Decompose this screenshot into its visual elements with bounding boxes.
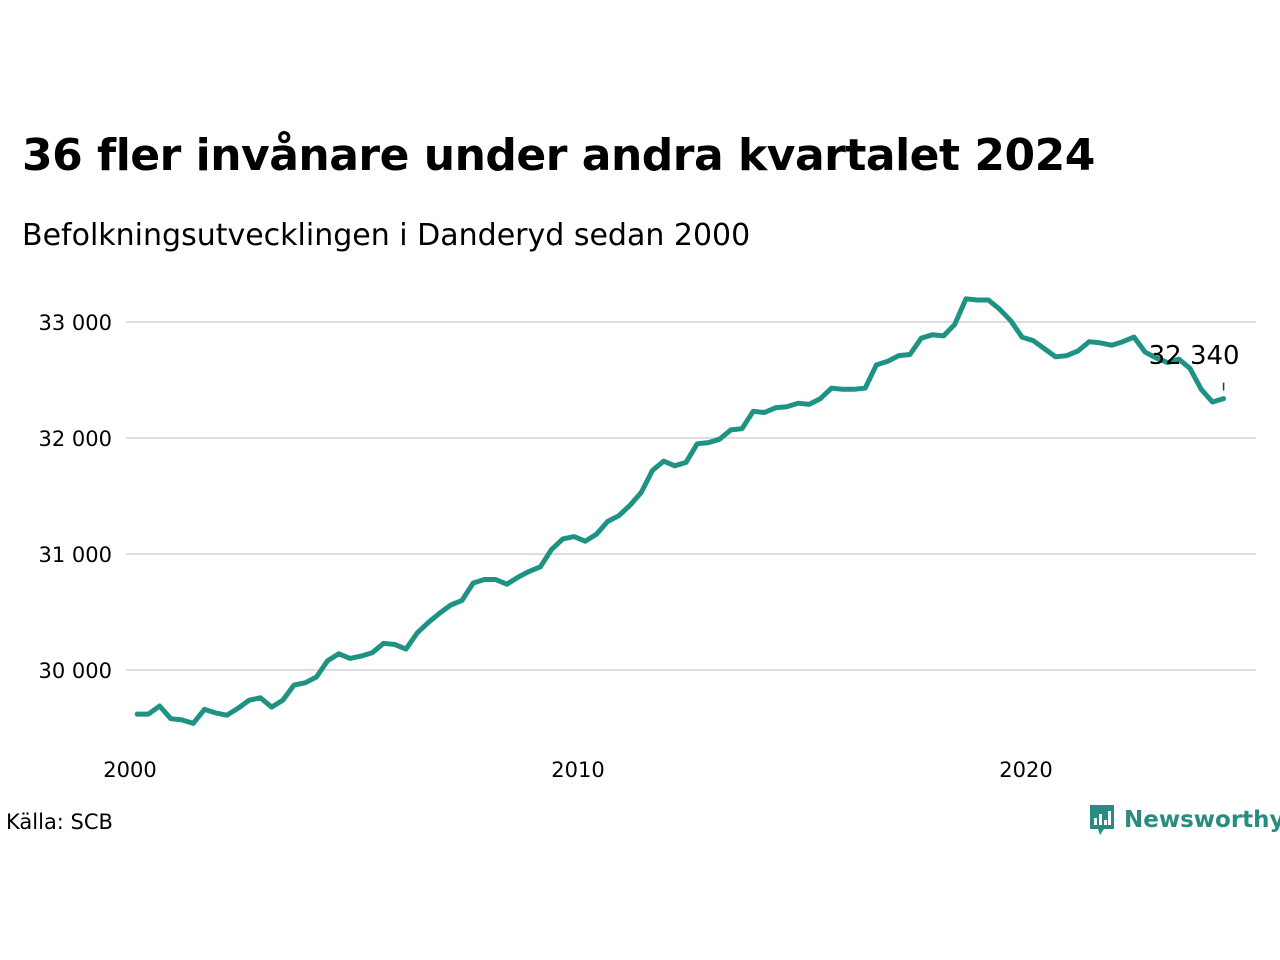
chart-title: 36 fler invånare under andra kvartalet 2… [22, 130, 1095, 181]
y-tick-label: 32 000 [39, 427, 112, 451]
series-line [134, 296, 1227, 726]
end-value-label: 32 340 [1149, 341, 1240, 371]
y-tick-label: 33 000 [39, 311, 112, 335]
brand-name: Newsworthy [1124, 807, 1280, 833]
y-tick-label: 30 000 [39, 659, 112, 683]
brand-logo[interactable]: Newsworthy [1088, 803, 1280, 837]
x-axis-labels: 2000 2010 2020 [103, 758, 1052, 782]
x-tick-label: 2020 [999, 758, 1052, 782]
y-tick-label: 31 000 [39, 543, 112, 567]
chart-subtitle: Befolkningsutvecklingen i Danderyd sedan… [22, 218, 751, 253]
end-annotation: 32 340 [1149, 341, 1240, 391]
source-label: Källa: SCB [6, 810, 113, 834]
x-tick-label: 2010 [551, 758, 604, 782]
grid-lines [126, 321, 1256, 671]
series-group [134, 296, 1227, 726]
x-tick-label: 2000 [103, 758, 156, 782]
newsworthy-logo-icon [1090, 805, 1114, 835]
y-axis-labels: 30 000 31 000 32 000 33 000 [39, 311, 112, 683]
